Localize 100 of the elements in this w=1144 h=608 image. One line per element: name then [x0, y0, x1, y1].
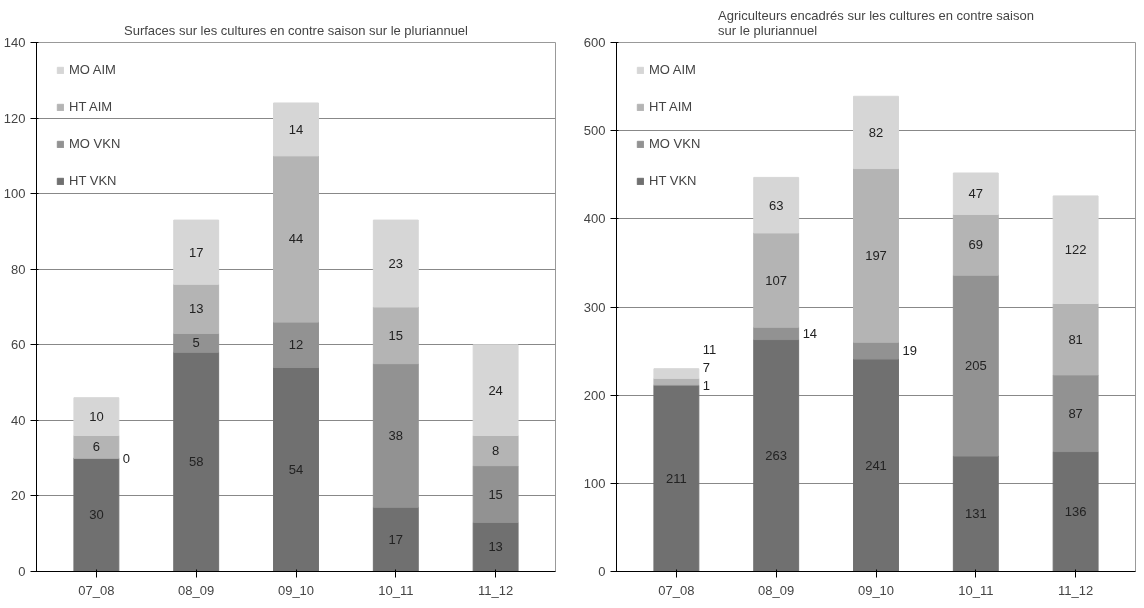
data-label: 30 [89, 507, 104, 523]
legend-label: MO VKN [69, 136, 121, 151]
y-tick-label: 140 [3, 35, 26, 50]
bar [753, 339, 800, 572]
bar [472, 521, 519, 572]
data-label: 13 [188, 301, 204, 317]
data-label: 17 [388, 531, 404, 547]
legend-label: MO VKN [649, 136, 701, 151]
bar [173, 332, 220, 353]
bar [853, 341, 899, 360]
bar [73, 434, 120, 459]
chart-title: Agriculteurs encadrés sur les cultures en contre saison sur le pluriannuel [718, 7, 1034, 38]
bar [753, 176, 800, 234]
bar [73, 397, 120, 436]
x-tick-label: 07_08 [78, 582, 115, 598]
data-label: 197 [865, 247, 887, 263]
data-label: 136 [1064, 504, 1087, 520]
bar [273, 321, 319, 368]
data-label: 23 [388, 256, 404, 272]
bar [372, 506, 419, 572]
bar [372, 219, 419, 308]
legend-label: MO AIM [69, 62, 116, 77]
bar [753, 232, 800, 328]
bar [853, 95, 899, 170]
data-label: 10 [89, 409, 104, 425]
data-label: 54 [288, 461, 304, 477]
bar [173, 219, 220, 285]
y-tick-label: 20 [11, 488, 26, 504]
x-tick-label: 09_10 [857, 582, 895, 598]
x-tick-label: 09_10 [277, 582, 315, 598]
bar [853, 168, 899, 343]
x-tick-label: 10_11 [378, 582, 414, 598]
bar [173, 283, 220, 334]
bar [952, 455, 999, 572]
y-tick-label: 60 [11, 337, 26, 353]
data-label: 13 [488, 539, 503, 555]
bar [952, 213, 999, 276]
data-label: 15 [388, 327, 404, 343]
x-tick-label: 11_12 [478, 582, 514, 598]
data-label: 82 [868, 124, 884, 140]
bar [273, 366, 319, 572]
bar [1052, 451, 1099, 572]
y-tick-label: 100 [583, 475, 606, 491]
data-label: 131 [964, 506, 987, 522]
bar [952, 274, 999, 457]
x-tick-label: 08_09 [758, 582, 795, 598]
bar [372, 306, 419, 365]
legend-label: HT AIM [649, 99, 693, 114]
data-label: 24 [488, 382, 503, 398]
bar [73, 457, 120, 572]
bar [173, 351, 220, 572]
data-label: 0 [122, 450, 131, 466]
data-label: 81 [1068, 331, 1083, 347]
legend-label: HT VKN [649, 173, 697, 188]
bar [853, 358, 899, 572]
bar [472, 434, 519, 467]
y-tick-label: 200 [583, 387, 606, 403]
bar [1052, 374, 1099, 453]
data-label: 58 [188, 454, 204, 470]
data-label: 17 [188, 244, 204, 260]
x-tick-label: 07_08 [658, 582, 695, 598]
data-label: 241 [865, 457, 887, 473]
data-label: 107 [765, 272, 788, 288]
data-label: 87 [1068, 405, 1083, 421]
data-label: 19 [902, 343, 917, 359]
bar [273, 155, 319, 323]
y-tick-label: 400 [583, 211, 606, 227]
data-label: 47 [968, 186, 984, 202]
y-tick-label: 0 [598, 564, 606, 579]
y-tick-label: 600 [583, 35, 606, 50]
bar [1052, 302, 1099, 376]
legend-label: MO AIM [649, 62, 696, 77]
data-label: 1 [702, 377, 711, 393]
data-label: 14 [288, 121, 304, 137]
x-tick-label: 08_09 [178, 582, 215, 598]
bar [472, 344, 519, 436]
y-tick-label: 80 [11, 261, 26, 277]
y-tick-label: 100 [3, 186, 26, 202]
legend-label: HT VKN [69, 173, 117, 188]
bar [1052, 195, 1099, 304]
data-label: 44 [288, 231, 304, 247]
legend-label: HT AIM [69, 99, 113, 114]
data-label: 63 [768, 197, 784, 213]
bar [753, 326, 800, 341]
bar [653, 368, 700, 379]
data-label: 14 [802, 325, 818, 341]
data-label: 205 [964, 358, 987, 374]
bar [653, 384, 700, 572]
data-label: 263 [765, 448, 788, 464]
chart-title: Surfaces sur les cultures en contre saison sur le pluriannuel [124, 22, 469, 38]
bar [273, 102, 319, 157]
y-tick-label: 300 [583, 299, 606, 315]
y-tick-label: 40 [11, 412, 26, 428]
y-tick-label: 500 [583, 123, 606, 139]
data-label: 8 [492, 443, 500, 459]
data-label: 6 [92, 439, 100, 455]
y-tick-label: 0 [18, 564, 26, 579]
data-label: 11 [702, 341, 717, 357]
data-label: 12 [288, 337, 304, 353]
data-label: 69 [968, 237, 984, 253]
